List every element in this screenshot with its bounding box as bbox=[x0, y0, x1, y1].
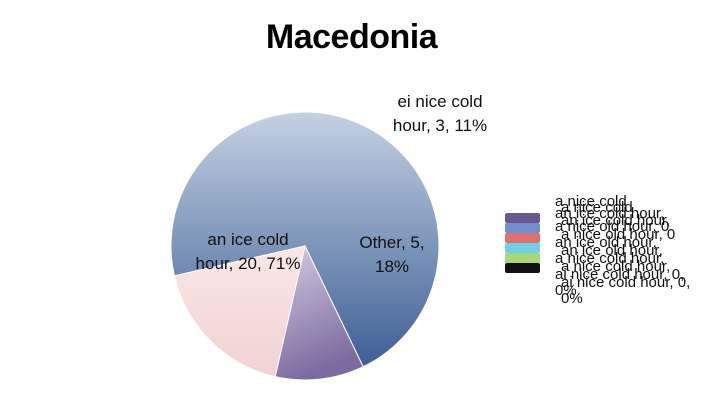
legend-swatch bbox=[505, 223, 540, 233]
legend-entry-text: an ice old hour, bbox=[555, 234, 657, 251]
legend-entry-text: 0% bbox=[561, 290, 583, 307]
pie-slice-other bbox=[173, 245, 306, 378]
slice-data-label: ei nice cold hour, 3, 11% bbox=[392, 92, 488, 135]
legend-entry-text: ai nice cold hour, 0, bbox=[555, 266, 685, 283]
legend-entry-text: a nice cold hour, bbox=[555, 250, 665, 267]
legend-entry-text: an ice cold hour, bbox=[561, 212, 671, 229]
chart-legend: a nice cold a nice cold an ice cold hour, a… bbox=[505, 193, 695, 307]
slice-data-label: an ice cold hour, 20, 71% bbox=[195, 230, 301, 273]
legend-entry-text: ai nice cold hour, 0, bbox=[561, 274, 691, 291]
legend-entry-text: an ice cold hour, bbox=[555, 205, 665, 222]
legend-swatch bbox=[505, 263, 540, 273]
pie-slice-an-ice-cold-hour bbox=[170, 111, 440, 368]
pie-slices bbox=[170, 111, 440, 381]
slice-data-label: Other, 5, 18% bbox=[359, 233, 425, 276]
legend-entry-text: a nice old hour, 0 bbox=[561, 226, 676, 243]
legend-swatch bbox=[505, 213, 540, 223]
legend-entry-text: a nice cold bbox=[561, 199, 633, 216]
chart-title: Macedonia bbox=[265, 18, 438, 56]
legend-entry-text: an ice old hour, bbox=[561, 242, 663, 259]
legend-entry-text: a nice old hour, 0 bbox=[555, 218, 670, 235]
legend-entry-text: 0% bbox=[555, 282, 577, 299]
legend-entry-text: a nice cold bbox=[555, 193, 627, 210]
legend-swatch bbox=[505, 243, 540, 253]
pie-slice-ei-nice-cold-hour bbox=[274, 244, 364, 381]
legend-swatch bbox=[505, 233, 540, 243]
legend-swatch bbox=[505, 253, 540, 263]
legend-entry-text: a nice cold hour, bbox=[561, 258, 671, 275]
